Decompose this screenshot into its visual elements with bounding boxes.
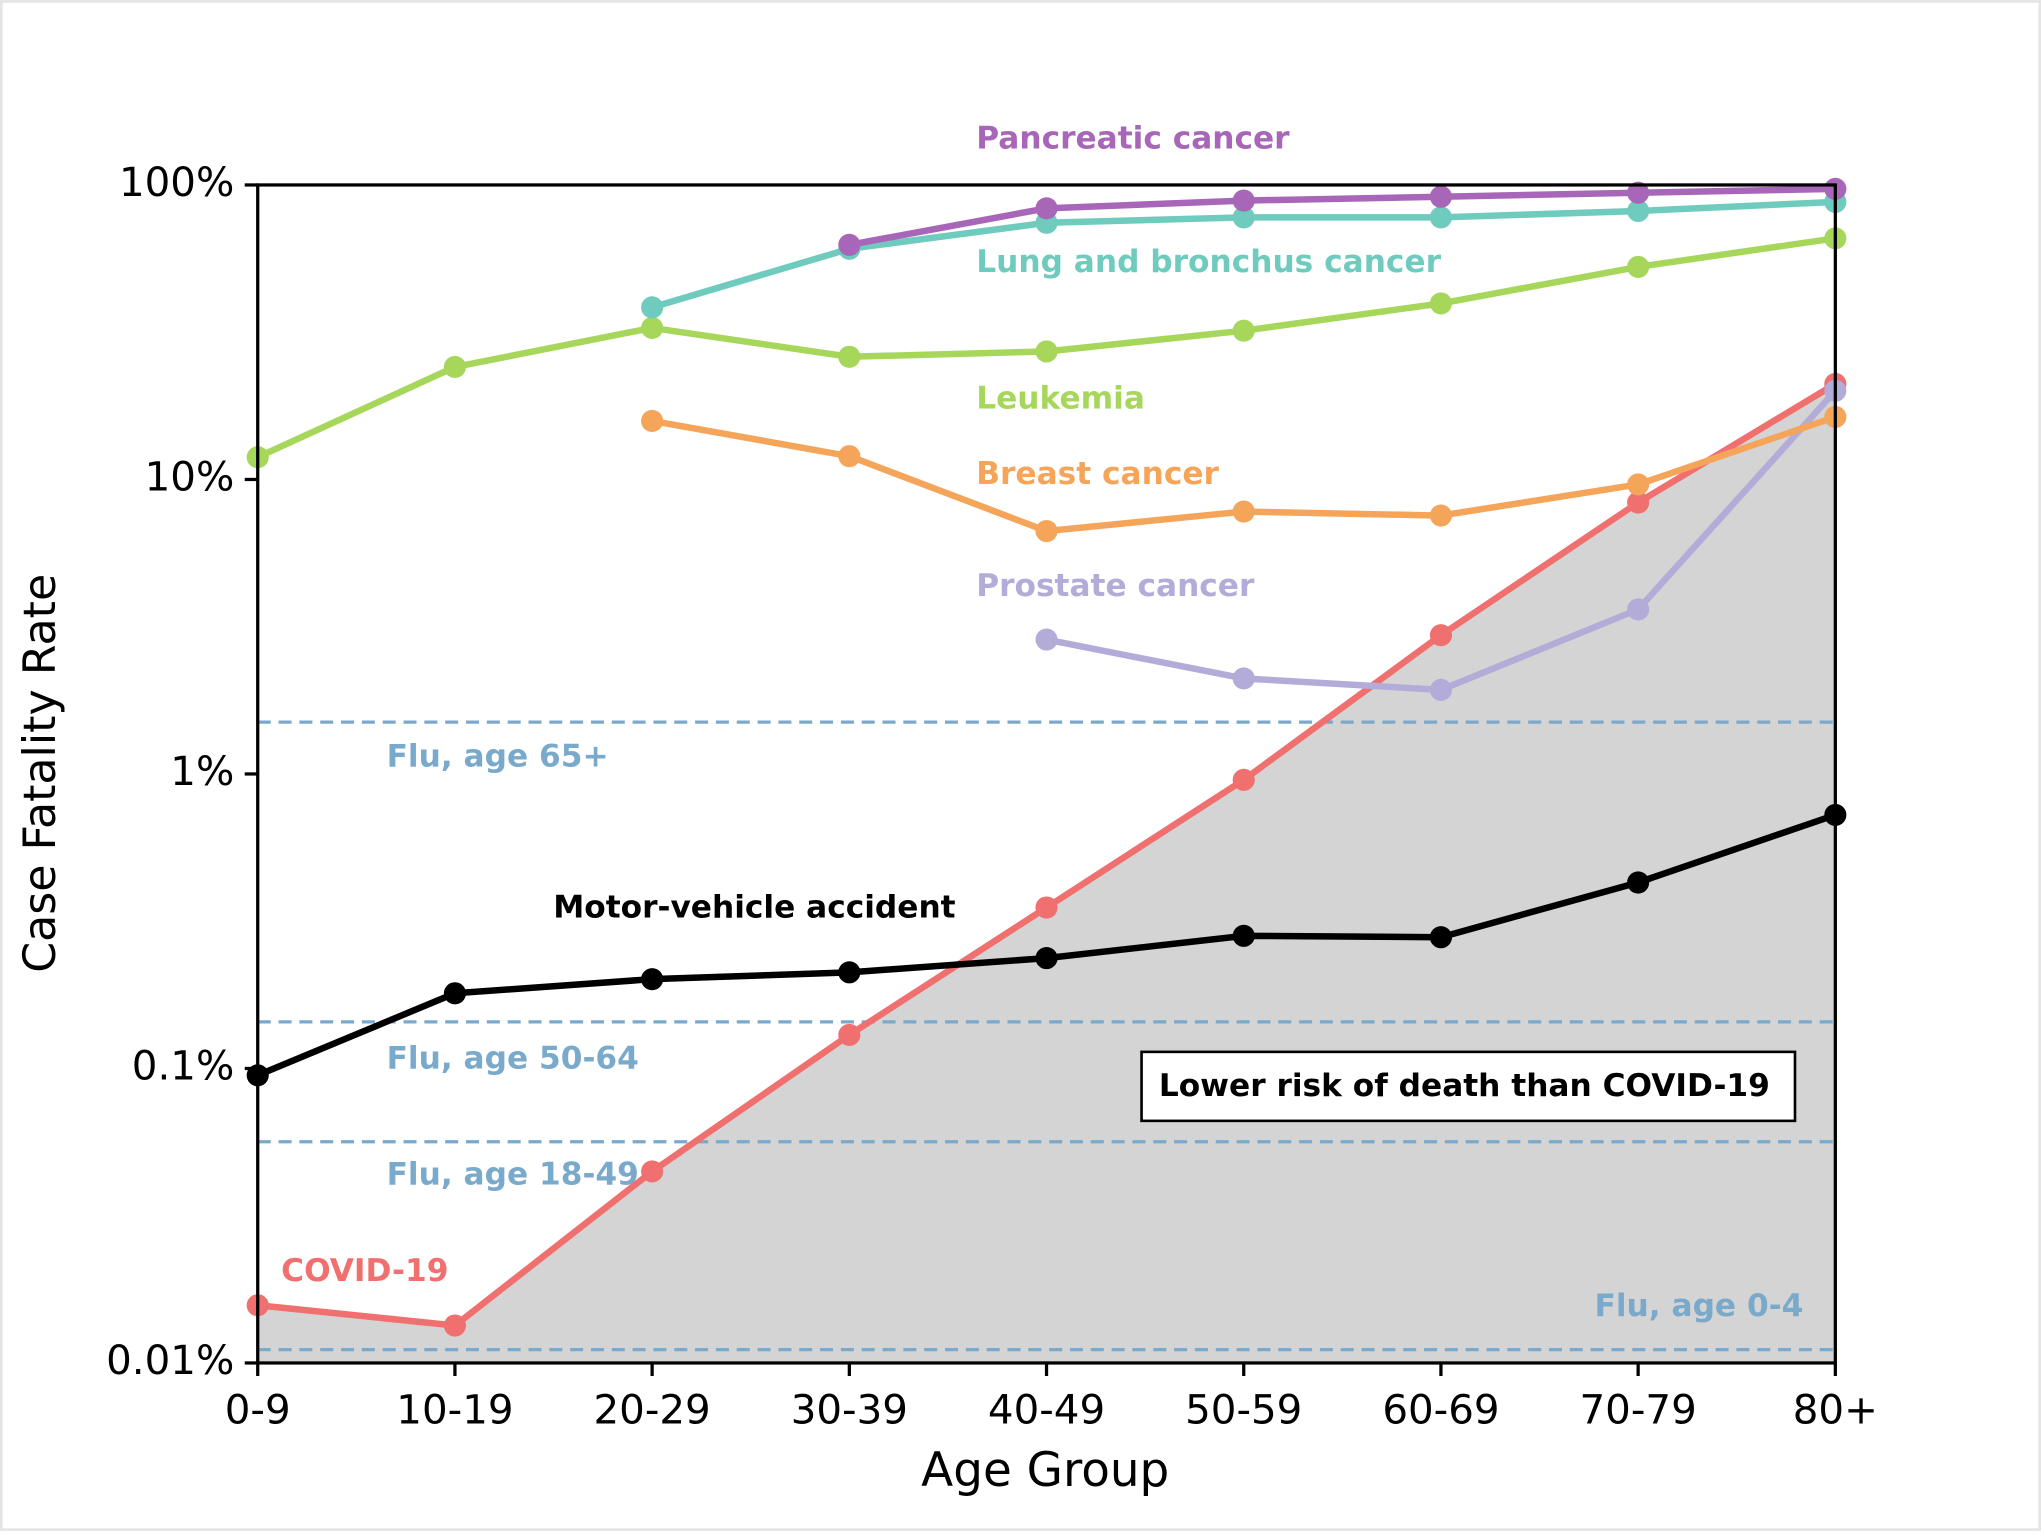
marker: [1627, 181, 1650, 204]
marker: [1232, 319, 1255, 342]
y-tick-label: 1%: [170, 748, 234, 795]
marker: [1429, 185, 1452, 208]
x-tick-label: 20-29: [594, 1386, 711, 1433]
marker: [1232, 500, 1255, 523]
x-tick-label: 80+: [1793, 1386, 1878, 1433]
marker: [1232, 667, 1255, 690]
series-label: COVID-19: [281, 1253, 448, 1289]
marker: [1429, 678, 1452, 701]
y-tick-label: 0.01%: [106, 1337, 234, 1384]
series-label: Breast cancer: [976, 456, 1219, 492]
series-label: Leukemia: [976, 381, 1145, 417]
series-label: Pancreatic cancer: [976, 120, 1290, 156]
marker: [838, 1023, 861, 1046]
marker: [641, 296, 664, 319]
y-tick-label: 100%: [119, 159, 234, 206]
marker: [1627, 255, 1650, 278]
annotation: Lower risk of death than COVID-19: [1159, 1068, 1770, 1104]
marker: [641, 316, 664, 339]
marker: [1035, 340, 1058, 363]
marker: [1035, 197, 1058, 220]
reference-label: Flu, age 0-4: [1595, 1288, 1804, 1324]
marker: [641, 968, 664, 991]
x-tick-label: 70-79: [1580, 1386, 1697, 1433]
series-label: Prostate cancer: [976, 568, 1255, 604]
marker: [443, 355, 466, 379]
marker: [1429, 624, 1452, 647]
marker: [1627, 871, 1650, 894]
marker: [1035, 947, 1058, 970]
x-tick-label: 40-49: [988, 1386, 1105, 1433]
x-tick-label: 10-19: [396, 1386, 513, 1433]
marker: [838, 961, 861, 984]
series-label: Motor-vehicle accident: [553, 890, 955, 926]
series-line: [848, 185, 1836, 249]
marker: [1429, 504, 1452, 527]
x-tick-label: 60-69: [1382, 1386, 1499, 1433]
reference-label: Flu, age 50-64: [387, 1041, 639, 1077]
marker: [1232, 924, 1255, 947]
marker: [1627, 473, 1650, 496]
reference-label: Flu, age 65+: [387, 739, 609, 775]
y-tick-label: 10%: [145, 453, 235, 500]
marker: [1035, 519, 1058, 543]
x-tick-label: 30-39: [791, 1386, 908, 1433]
marker: [1627, 491, 1650, 514]
marker: [1429, 926, 1452, 949]
x-tick-label: 0-9: [225, 1386, 291, 1433]
marker: [1429, 206, 1452, 229]
reference-label: Flu, age 18-49: [387, 1157, 639, 1193]
marker: [1035, 628, 1058, 651]
marker: [1429, 292, 1452, 315]
marker: [838, 445, 861, 468]
marker: [641, 409, 664, 433]
marker: [1232, 189, 1255, 212]
marker: [1035, 896, 1058, 919]
marker: [838, 345, 861, 368]
marker: [641, 1160, 664, 1183]
marker: [1627, 598, 1650, 621]
x-axis-label: Age Group: [921, 1444, 1169, 1498]
x-tick-label: 50-59: [1185, 1386, 1302, 1433]
annotation-box: [1140, 1050, 1797, 1123]
marker: [1232, 206, 1255, 229]
marker: [1627, 199, 1650, 223]
marker: [1232, 768, 1255, 791]
marker: [838, 233, 861, 256]
y-axis-label: Case Fatality Rate: [15, 574, 66, 973]
series-label: Lung and bronchus cancer: [976, 244, 1441, 280]
marker: [443, 982, 466, 1005]
marker: [443, 1314, 466, 1337]
y-tick-label: 0.1%: [132, 1042, 234, 1089]
